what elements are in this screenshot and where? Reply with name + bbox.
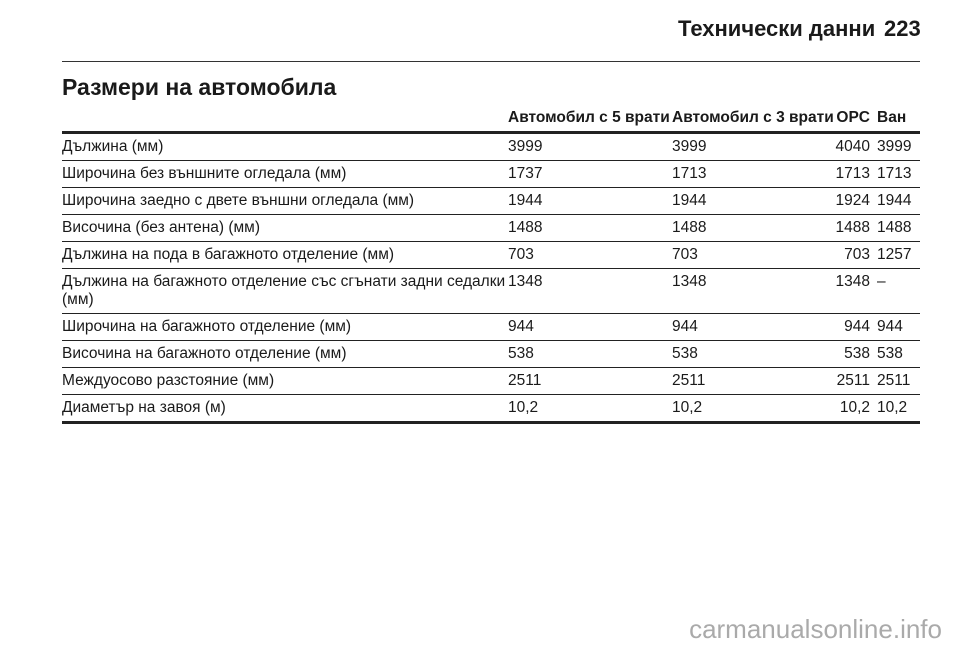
cell-value: 3999 bbox=[672, 132, 815, 161]
header-rule bbox=[62, 61, 920, 62]
cell-value: 703 bbox=[815, 241, 877, 269]
cell-value: 2511 bbox=[672, 367, 815, 395]
row-label: Височина (без антена) (мм) bbox=[62, 214, 508, 242]
cell-value: 10,2 bbox=[815, 394, 877, 424]
cell-value: 944 bbox=[672, 313, 815, 341]
cell-value: 1713 bbox=[815, 160, 877, 188]
cell-value: 1488 bbox=[672, 214, 815, 242]
cell-value: 2511 bbox=[508, 367, 672, 395]
column-header: Ван bbox=[877, 106, 920, 134]
cell-value: 1348 bbox=[508, 268, 672, 314]
column-header bbox=[62, 106, 508, 134]
row-label: Широчина без външните огледала (мм) bbox=[62, 160, 508, 188]
table-row: Широчина на багажното отделение (мм) 944 9… bbox=[62, 313, 920, 341]
cell-value: 1944 bbox=[672, 187, 815, 215]
cell-value: 10,2 bbox=[508, 394, 672, 424]
section-name: Технически данни bbox=[678, 16, 876, 41]
cell-value: 703 bbox=[672, 241, 815, 269]
header-row: Автомобил с 5 врати Автомобил с 3 врати OP… bbox=[62, 106, 920, 134]
watermark: carmanualsonline.info bbox=[689, 614, 942, 644]
row-label: Дължина (мм) bbox=[62, 132, 508, 161]
cell-value: 944 bbox=[815, 313, 877, 341]
cell-value: 538 bbox=[815, 340, 877, 368]
cell-value: 703 bbox=[508, 241, 672, 269]
table-row: Дължина (мм) 3999 3999 4040 3999 bbox=[62, 132, 920, 161]
page-number: 223 bbox=[884, 16, 921, 41]
cell-value: 1924 bbox=[815, 187, 877, 215]
table-row: Диаметър на завоя (м) 10,2 10,2 10,2 10,2 bbox=[62, 394, 920, 424]
row-label: Междуосово разстояние (мм) bbox=[62, 367, 508, 395]
table-row: Височина (без антена) (мм) 1488 1488 1488 14… bbox=[62, 214, 920, 242]
cell-value: 944 bbox=[508, 313, 672, 341]
cell-value: 4040 bbox=[815, 132, 877, 161]
cell-value: 1944 bbox=[508, 187, 672, 215]
cell-value: – bbox=[877, 268, 920, 314]
row-label: Височина на багажното отделение (мм) bbox=[62, 340, 508, 368]
cell-value: 538 bbox=[672, 340, 815, 368]
cell-value: 1488 bbox=[815, 214, 877, 242]
cell-value: 1348 bbox=[815, 268, 877, 314]
cell-value: 10,2 bbox=[877, 394, 920, 424]
cell-value: 1257 bbox=[877, 241, 920, 269]
cell-value: 2511 bbox=[815, 367, 877, 395]
row-label: Диаметър на завоя (м) bbox=[62, 394, 508, 424]
cell-value: 2511 bbox=[877, 367, 920, 395]
cell-value: 1488 bbox=[877, 214, 920, 242]
cell-value: 1944 bbox=[877, 187, 920, 215]
cell-value: 1488 bbox=[508, 214, 672, 242]
table-row: Междуосово разстояние (мм) 2511 2511 2511 25… bbox=[62, 367, 920, 395]
table-row: Височина на багажното отделение (мм) 538 5… bbox=[62, 340, 920, 368]
cell-value: 944 bbox=[877, 313, 920, 341]
cell-value: 1713 bbox=[672, 160, 815, 188]
dimensions-table: Автомобил с 5 врати Автомобил с 3 врати OP… bbox=[62, 106, 920, 424]
cell-value: 538 bbox=[877, 340, 920, 368]
cell-value: 10,2 bbox=[672, 394, 815, 424]
column-header: OPC bbox=[815, 106, 877, 134]
table-row: Дължина на багажното отделение със сгъна… bbox=[62, 268, 920, 314]
cell-value: 1713 bbox=[877, 160, 920, 188]
table-row: Дължина на пода в багажното отделение (м… bbox=[62, 241, 920, 269]
column-header: Автомобил с 3 врати bbox=[672, 106, 834, 134]
cell-value: 1348 bbox=[672, 268, 815, 314]
row-label: Дължина на пода в багажното отделение (м… bbox=[62, 241, 508, 269]
column-header: Автомобил с 5 врати bbox=[508, 106, 672, 134]
cell-value: 3999 bbox=[508, 132, 672, 161]
table-row: Широчина заедно с двете външни огледала … bbox=[62, 187, 920, 215]
row-label: Дължина на багажното отделение със сгъна… bbox=[62, 268, 508, 314]
cell-value: 1737 bbox=[508, 160, 672, 188]
section-title: Размери на автомобила bbox=[62, 74, 337, 100]
row-label: Широчина заедно с двете външни огледала … bbox=[62, 187, 508, 215]
table-row: Широчина без външните огледала (мм) 1737 1… bbox=[62, 160, 920, 188]
cell-value: 538 bbox=[508, 340, 672, 368]
row-label: Широчина на багажното отделение (мм) bbox=[62, 313, 508, 341]
cell-value: 3999 bbox=[877, 132, 920, 161]
